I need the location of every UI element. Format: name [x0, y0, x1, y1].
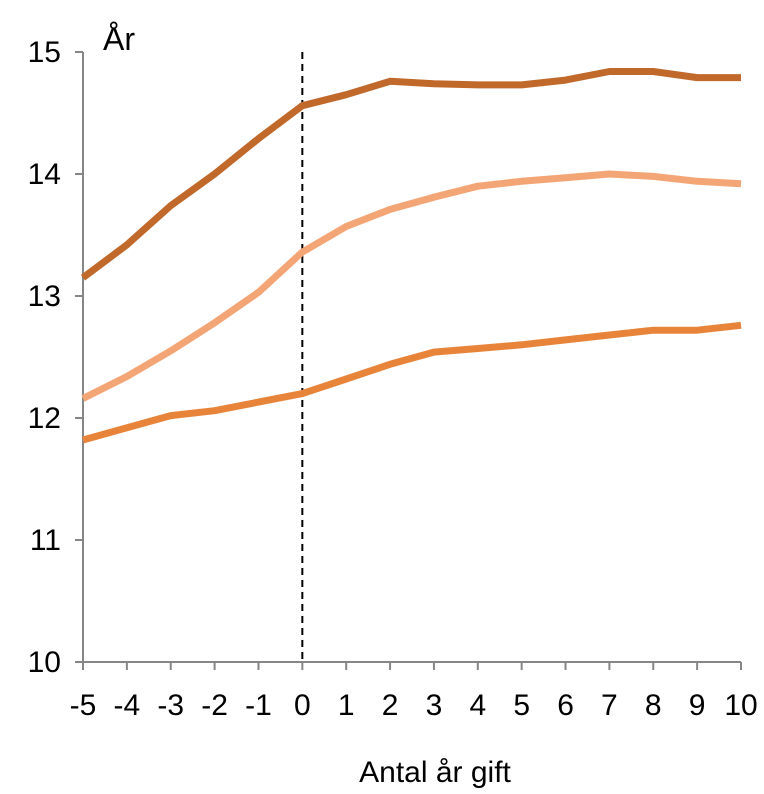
y-axis-unit-label: År: [103, 21, 135, 57]
x-tick-label: 2: [382, 689, 399, 722]
x-tick-label: -1: [245, 689, 272, 722]
y-tick-label: 10: [28, 646, 61, 679]
x-axis-title: Antal år gift: [359, 756, 511, 789]
x-tick-label: -3: [157, 689, 184, 722]
x-tick-label: 9: [689, 689, 706, 722]
x-tick-label: 7: [601, 689, 618, 722]
x-tick-label: 1: [338, 689, 355, 722]
x-tick-label: -5: [70, 689, 97, 722]
x-tick-label: 8: [645, 689, 662, 722]
y-tick-label: 13: [28, 280, 61, 313]
series-line-1: [80, 68, 741, 281]
x-tick-label: 6: [557, 689, 574, 722]
y-tick-label: 12: [28, 402, 61, 435]
x-tick-label: 3: [426, 689, 443, 722]
x-tick-label: 0: [294, 689, 311, 722]
y-tick-label: 15: [28, 36, 61, 69]
x-tick-label: 5: [513, 689, 530, 722]
x-tick-label: -2: [201, 689, 228, 722]
series-line-3: [82, 321, 742, 444]
series-line-2: [81, 170, 742, 402]
y-tick-label: 11: [30, 524, 61, 557]
x-tick-label: -4: [114, 689, 141, 722]
x-tick-label: 10: [724, 689, 757, 722]
y-tick-label: 14: [28, 158, 61, 191]
x-tick-label: 4: [469, 689, 486, 722]
